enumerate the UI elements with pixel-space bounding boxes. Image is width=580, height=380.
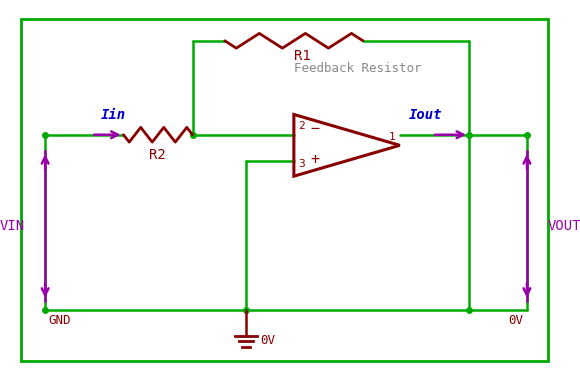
- Text: 3: 3: [299, 159, 305, 169]
- Text: R1: R1: [294, 49, 311, 62]
- Text: +: +: [310, 152, 320, 167]
- Text: VIN: VIN: [0, 219, 25, 233]
- Text: 2: 2: [299, 121, 305, 131]
- Text: Iout: Iout: [409, 108, 443, 122]
- Text: 0V: 0V: [508, 314, 523, 327]
- Text: Iin: Iin: [100, 108, 125, 122]
- Text: VOUT: VOUT: [547, 219, 580, 233]
- Text: 1: 1: [389, 131, 395, 142]
- Text: 0V: 0V: [260, 334, 276, 347]
- Text: GND: GND: [49, 314, 71, 327]
- Text: −: −: [310, 122, 320, 136]
- Text: R2: R2: [149, 147, 166, 162]
- Text: Feedback Resistor: Feedback Resistor: [294, 62, 421, 75]
